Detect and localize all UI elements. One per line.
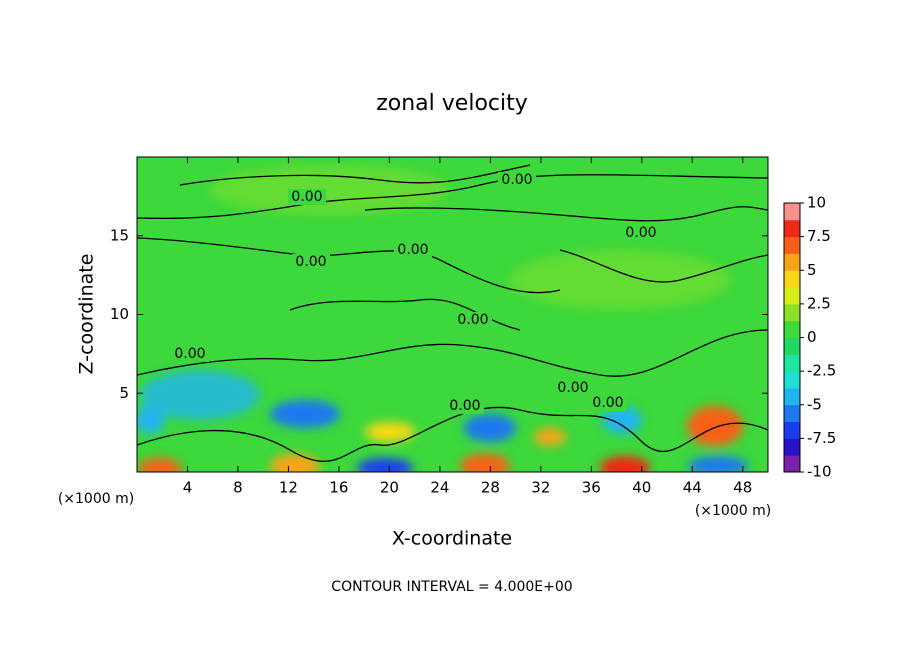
field bbox=[137, 164, 768, 472]
colorbar-band bbox=[784, 287, 800, 305]
colorbar-tick-label: -7.5 bbox=[807, 429, 836, 447]
colorbar-band bbox=[784, 253, 800, 271]
field-region bbox=[460, 454, 510, 472]
field-region bbox=[270, 400, 340, 428]
x-tick-label: 4 bbox=[183, 479, 193, 497]
contour-line bbox=[179, 164, 531, 186]
contour-label: 0.00 bbox=[592, 395, 623, 411]
contour-label: 0.00 bbox=[174, 346, 205, 362]
field-region bbox=[270, 454, 320, 472]
contour-label-bg bbox=[622, 225, 660, 241]
colorbar-band bbox=[784, 371, 800, 389]
colorbar-band bbox=[784, 337, 800, 355]
field-region bbox=[688, 456, 748, 472]
field-region bbox=[140, 370, 260, 420]
x-tick-label: 36 bbox=[582, 479, 601, 497]
field-region bbox=[464, 414, 516, 442]
contour-label-bg bbox=[446, 398, 484, 414]
x-tick-label: 20 bbox=[380, 479, 399, 497]
contour-line bbox=[137, 406, 768, 462]
contour-line bbox=[137, 237, 561, 294]
colorbar-tick-label: -5 bbox=[807, 395, 822, 413]
chart-title: zonal velocity bbox=[376, 91, 528, 116]
colorbar-band bbox=[784, 303, 800, 322]
x-tick-label: 40 bbox=[632, 479, 651, 497]
y-tick-label: 15 bbox=[110, 226, 129, 244]
field-region bbox=[600, 456, 650, 472]
field-region bbox=[137, 406, 165, 434]
colorbar-tick-label: 0 bbox=[807, 328, 817, 346]
colorbar-tick-label: 7.5 bbox=[807, 227, 831, 245]
contour-line bbox=[559, 249, 768, 283]
x-unit-label: (×1000 m) bbox=[695, 503, 771, 519]
contour-label-bg bbox=[288, 189, 326, 205]
contour-label-bg bbox=[554, 380, 592, 396]
contour-label: 0.00 bbox=[501, 172, 532, 188]
field-region bbox=[365, 422, 415, 442]
colorbar-tick-label: -10 bbox=[807, 463, 832, 481]
x-tick-label: 12 bbox=[279, 479, 298, 497]
colorbar-band bbox=[784, 438, 800, 456]
colorbar-band bbox=[784, 455, 800, 473]
contour-label: 0.00 bbox=[397, 242, 428, 258]
x-tick-label: 48 bbox=[733, 479, 752, 497]
colorbar-band bbox=[784, 404, 800, 423]
x-tick-label: 16 bbox=[329, 479, 348, 497]
footer-note: CONTOUR INTERVAL = 4.000E+00 bbox=[331, 579, 572, 595]
colorbar-band bbox=[784, 320, 800, 338]
colorbar-band bbox=[784, 387, 800, 406]
colorbar-tick-label: 10 bbox=[807, 194, 826, 212]
contour-label-bg bbox=[498, 172, 536, 188]
colorbar-band bbox=[784, 354, 800, 372]
field-region bbox=[602, 406, 642, 434]
y-tick-label: 5 bbox=[119, 384, 129, 402]
field-region bbox=[210, 165, 450, 215]
contour-label: 0.00 bbox=[291, 189, 322, 205]
contour-label-bg bbox=[589, 395, 627, 411]
colorbar-band bbox=[784, 236, 800, 254]
field-region bbox=[534, 428, 566, 446]
contour-line bbox=[364, 206, 768, 222]
colorbar-tick-label: 2.5 bbox=[807, 294, 831, 312]
contour-label: 0.00 bbox=[625, 225, 656, 241]
colorbar-band bbox=[784, 203, 800, 221]
x-unit-label: (×1000 m) bbox=[58, 491, 134, 507]
contour-label: 0.00 bbox=[557, 380, 588, 396]
x-tick-label: 32 bbox=[531, 479, 550, 497]
y-axis-label: Z-coordinate bbox=[76, 254, 98, 375]
contour-label: 0.00 bbox=[295, 254, 326, 270]
colorbar-band bbox=[784, 270, 800, 288]
contour-label-bg bbox=[292, 254, 330, 270]
x-tick-label: 28 bbox=[481, 479, 500, 497]
field-region bbox=[138, 458, 182, 472]
x-tick-label: 44 bbox=[683, 479, 702, 497]
contour-label-bg bbox=[394, 242, 432, 258]
colorbar-band bbox=[784, 219, 800, 238]
contour-label-bg bbox=[171, 346, 209, 362]
x-tick-label: 8 bbox=[233, 479, 243, 497]
colorbar-tick-label: 5 bbox=[807, 261, 817, 279]
contour-label: 0.00 bbox=[449, 398, 480, 414]
contour-line bbox=[137, 329, 768, 377]
contour-lines bbox=[137, 164, 768, 462]
x-tick-label: 24 bbox=[430, 479, 449, 497]
colorbar-tick-label: -2.5 bbox=[807, 362, 836, 380]
x-axis-label: X-coordinate bbox=[392, 528, 512, 550]
contour-label-bg bbox=[454, 312, 492, 328]
colorbar-band bbox=[784, 421, 800, 439]
field-region bbox=[510, 250, 730, 310]
y-tick-label: 10 bbox=[110, 305, 129, 323]
contour-line bbox=[137, 174, 768, 220]
contour-label: 0.00 bbox=[457, 312, 488, 328]
field-region bbox=[687, 406, 743, 446]
field-region bbox=[357, 458, 413, 472]
plot-area bbox=[137, 157, 768, 472]
